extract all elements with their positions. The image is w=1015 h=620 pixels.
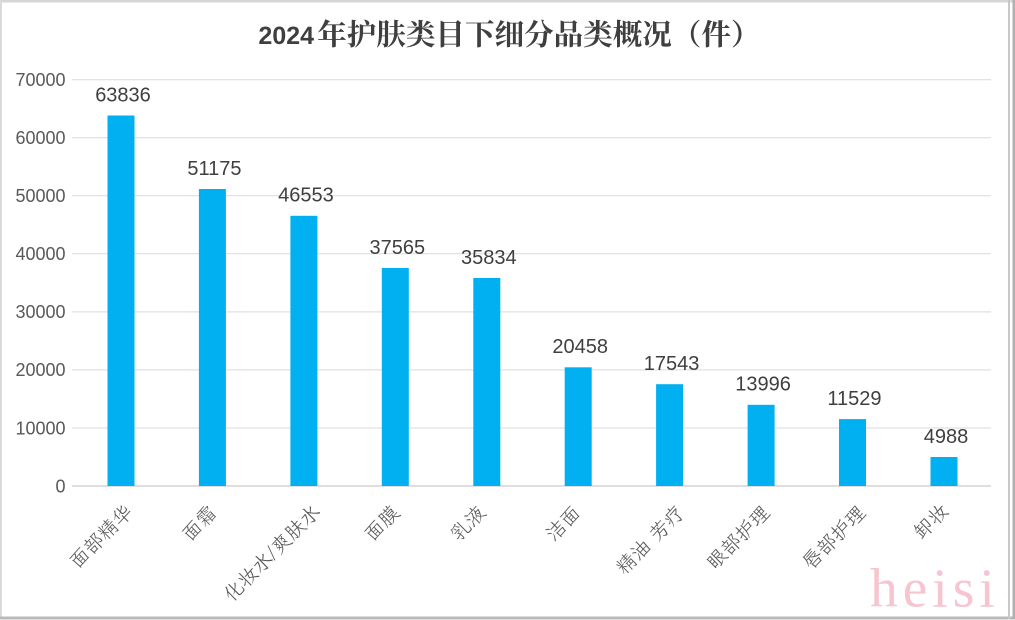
svg-text:4988: 4988 xyxy=(924,426,969,448)
svg-text:0: 0 xyxy=(55,476,65,496)
svg-text:40000: 40000 xyxy=(15,244,65,264)
svg-text:50000: 50000 xyxy=(15,186,65,206)
svg-text:63836: 63836 xyxy=(95,84,151,106)
svg-text:37565: 37565 xyxy=(369,237,425,259)
svg-text:10000: 10000 xyxy=(15,418,65,438)
svg-text:17543: 17543 xyxy=(644,353,700,375)
svg-text:46553: 46553 xyxy=(278,185,334,207)
svg-text:70000: 70000 xyxy=(15,70,65,90)
svg-text:35834: 35834 xyxy=(461,247,517,269)
svg-text:13996: 13996 xyxy=(735,374,791,396)
svg-text:20000: 20000 xyxy=(15,360,65,380)
svg-text:51175: 51175 xyxy=(187,158,241,180)
svg-text:30000: 30000 xyxy=(15,302,65,322)
svg-text:20458: 20458 xyxy=(552,336,608,358)
svg-text:11529: 11529 xyxy=(827,388,881,410)
svg-text:60000: 60000 xyxy=(15,128,65,148)
svg-text:heisi: heisi xyxy=(870,559,1000,620)
